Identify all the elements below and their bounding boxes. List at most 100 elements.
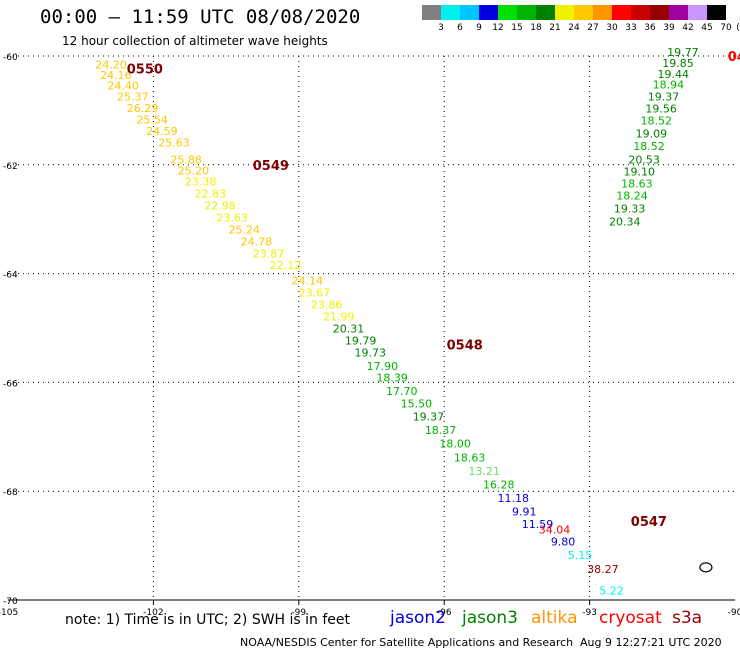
legend-unit: (ft)	[736, 23, 740, 33]
track-time-label: 0549	[253, 159, 289, 174]
legend-swatch	[688, 5, 707, 20]
longitude-label: -105	[0, 608, 18, 618]
latitude-label: -64	[3, 271, 18, 281]
legend-label: 18	[530, 23, 542, 33]
wave-height-value: 19.10	[624, 166, 656, 179]
wave-height-value: 24.78	[241, 235, 273, 248]
wave-height-value: 24.20	[95, 59, 127, 72]
wave-height-value: 13.21	[468, 465, 500, 478]
longitude-label: -96	[437, 608, 452, 618]
track-time-label: 0548	[447, 338, 483, 353]
latitude-label: -62	[3, 162, 18, 172]
map-title: 00:00 – 11:59 UTC 08/08/2020	[40, 6, 361, 28]
wave-height-value: 20.31	[333, 322, 365, 335]
legend-swatch	[536, 5, 555, 20]
legend-label: 30	[606, 23, 618, 33]
legend-label: 3	[438, 23, 444, 33]
wave-height-value: 19.09	[636, 128, 668, 141]
wave-height-value: 25.24	[229, 223, 260, 236]
legend-label: 33	[625, 23, 637, 33]
wave-height-value: 19.56	[645, 103, 677, 116]
map-subtitle: 12 hour collection of altimeter wave hei…	[62, 34, 328, 48]
wave-height-value: 22.12	[270, 259, 302, 272]
wave-height-value: 18.52	[633, 140, 665, 153]
legend-swatch	[555, 5, 574, 20]
legend-label: 9	[476, 23, 482, 33]
wave-height-value: 24.40	[107, 80, 138, 93]
wave-height-value: 18.63	[454, 451, 486, 464]
wave-height-value: 19.44	[657, 68, 689, 81]
legend-swatch	[669, 5, 688, 20]
satellite-name: s3a	[672, 608, 703, 628]
wave-height-value: 15.50	[401, 397, 433, 410]
wave-height-value: 19.37	[648, 91, 680, 104]
wave-height-value: 25.88	[170, 154, 202, 167]
credit-line: NOAA/NESDIS Center for Satellite Applica…	[240, 636, 574, 649]
wave-height-value: 19.79	[345, 334, 377, 347]
legend-swatch	[460, 5, 479, 20]
footer-note: note: 1) Time is in UTC; 2) SWH is in fe…	[65, 612, 351, 628]
legend-label: 15	[511, 23, 523, 33]
wave-height-value: 11.59	[522, 518, 554, 531]
wave-height-value: 16.28	[483, 478, 515, 491]
legend-label: 45	[701, 23, 713, 33]
legend-swatch	[612, 5, 631, 20]
wave-height-value: 20.53	[628, 154, 660, 167]
wave-height-value: 22.98	[204, 199, 236, 212]
wave-height-value: 18.24	[616, 190, 648, 203]
legend-swatch	[517, 5, 536, 20]
legend-swatch	[650, 5, 669, 20]
longitude-label: -90	[728, 608, 740, 618]
wave-height-value: 19.33	[614, 203, 646, 216]
wave-height-value: 25.54	[136, 113, 168, 126]
track-time-label: 0547	[631, 515, 667, 530]
wave-height-value: 25.37	[117, 91, 149, 104]
legend-label: 21	[549, 23, 561, 33]
legend-label: 42	[682, 23, 694, 33]
latitude-label: -70	[3, 597, 18, 607]
longitude-label: -93	[582, 608, 597, 618]
legend-swatch	[422, 5, 441, 20]
wave-height-value: 25.20	[178, 165, 210, 178]
wave-height-value: 18.39	[376, 371, 408, 384]
legend-label: 6	[457, 23, 463, 33]
generated-timestamp: Aug 9 12:27:21 UTC 2020	[580, 636, 722, 649]
wave-height-value: 18.52	[640, 115, 672, 128]
legend-label: 24	[568, 23, 580, 33]
track-time-label: 0550	[127, 63, 163, 78]
latitude-label: -68	[3, 488, 18, 498]
legend-label: 39	[663, 23, 675, 33]
wave-height-value: 18.00	[439, 438, 471, 451]
wave-height-value: 23.87	[253, 247, 284, 260]
wave-height-value: 23.63	[216, 211, 248, 224]
legend-swatch	[593, 5, 612, 20]
wave-height-value: 17.70	[386, 385, 418, 398]
wave-height-value: 20.34	[609, 216, 641, 229]
wave-height-value: 25.63	[158, 136, 190, 149]
wave-height-value: 9.91	[512, 506, 537, 519]
wave-height-value: 24.16	[100, 69, 132, 82]
island-outline	[699, 562, 713, 573]
legend-label: 70	[720, 23, 732, 33]
wave-height-value: 18.37	[425, 424, 457, 437]
wave-height-value: 17.90	[367, 360, 399, 373]
legend-label: 12	[492, 23, 504, 33]
legend-label: 27	[587, 23, 599, 33]
wave-height-value: 21.99	[323, 310, 355, 323]
legend-swatch	[441, 5, 460, 20]
satellite-name: cryosat	[599, 608, 662, 628]
satellite-name: jason2	[390, 608, 446, 628]
legend-swatch	[574, 5, 593, 20]
wave-height-value: 23.86	[311, 298, 343, 311]
wave-height-value: 19.37	[413, 410, 445, 423]
wave-height-value: 18.94	[653, 79, 685, 92]
wave-height-value: 24.59	[146, 125, 178, 138]
legend-label: 36	[644, 23, 656, 33]
wave-height-value: 19.85	[662, 57, 694, 70]
wave-height-value: 11.18	[498, 492, 529, 505]
track-time-label: 0445	[728, 50, 740, 65]
wave-height-value: 38.27	[587, 563, 619, 576]
wave-height-value: 26.29	[127, 102, 159, 115]
legend-swatch	[631, 5, 650, 20]
